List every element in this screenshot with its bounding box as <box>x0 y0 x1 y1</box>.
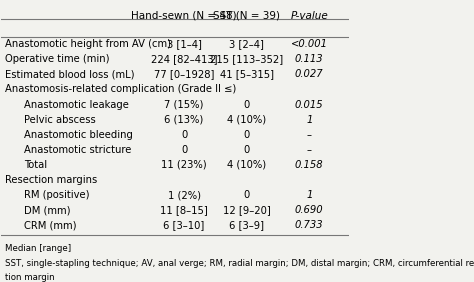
Text: 0.015: 0.015 <box>295 100 324 109</box>
Text: Pelvic abscess: Pelvic abscess <box>24 114 96 125</box>
Text: tion margin: tion margin <box>5 273 55 282</box>
Text: SST (N = 39): SST (N = 39) <box>213 11 280 21</box>
Text: 41 [5–315]: 41 [5–315] <box>219 69 273 79</box>
Text: 0.690: 0.690 <box>295 205 324 215</box>
Text: 1: 1 <box>306 114 312 125</box>
Text: SST, single-stapling technique; AV, anal verge; RM, radial margin; DM, distal ma: SST, single-stapling technique; AV, anal… <box>5 259 474 268</box>
Text: 0: 0 <box>244 130 250 140</box>
Text: –: – <box>307 130 312 140</box>
Text: 11 [8–15]: 11 [8–15] <box>160 205 208 215</box>
Text: RM (positive): RM (positive) <box>24 190 90 200</box>
Text: 0.113: 0.113 <box>295 54 324 64</box>
Text: 12 [9–20]: 12 [9–20] <box>223 205 271 215</box>
Text: Hand-sewn (N = 48): Hand-sewn (N = 48) <box>131 11 237 21</box>
Text: 4 (10%): 4 (10%) <box>227 114 266 125</box>
Text: DM (mm): DM (mm) <box>24 205 71 215</box>
Text: 3 [2–4]: 3 [2–4] <box>229 39 264 49</box>
Text: <0.001: <0.001 <box>291 39 328 49</box>
Text: 0.733: 0.733 <box>295 220 324 230</box>
Text: Resection margins: Resection margins <box>5 175 97 185</box>
Text: 77 [0–1928]: 77 [0–1928] <box>154 69 214 79</box>
Text: 1 (2%): 1 (2%) <box>167 190 201 200</box>
Text: 0: 0 <box>181 145 187 155</box>
Text: 3 [1–4]: 3 [1–4] <box>166 39 201 49</box>
Text: CRM (mm): CRM (mm) <box>24 220 76 230</box>
Text: 0: 0 <box>244 100 250 109</box>
Text: 6 [3–9]: 6 [3–9] <box>229 220 264 230</box>
Text: 1: 1 <box>306 190 312 200</box>
Text: Median [range]: Median [range] <box>5 244 71 253</box>
Text: –: – <box>307 145 312 155</box>
Text: Operative time (min): Operative time (min) <box>5 54 109 64</box>
Text: 0: 0 <box>244 145 250 155</box>
Text: 0.158: 0.158 <box>295 160 324 170</box>
Text: 0: 0 <box>181 130 187 140</box>
Text: 11 (23%): 11 (23%) <box>161 160 207 170</box>
Text: 0: 0 <box>244 190 250 200</box>
Text: 215 [113–352]: 215 [113–352] <box>210 54 283 64</box>
Text: Anastomosis-related complication (Grade II ≤): Anastomosis-related complication (Grade … <box>5 84 236 94</box>
Text: Anastomotic height from AV (cm): Anastomotic height from AV (cm) <box>5 39 171 49</box>
Text: Anastomotic stricture: Anastomotic stricture <box>24 145 131 155</box>
Text: 224 [82–413]: 224 [82–413] <box>151 54 217 64</box>
Text: 6 [3–10]: 6 [3–10] <box>164 220 205 230</box>
Text: Anastomotic leakage: Anastomotic leakage <box>24 100 129 109</box>
Text: 4 (10%): 4 (10%) <box>227 160 266 170</box>
Text: P-value: P-value <box>291 11 328 21</box>
Text: Estimated blood loss (mL): Estimated blood loss (mL) <box>5 69 134 79</box>
Text: Total: Total <box>24 160 47 170</box>
Text: 7 (15%): 7 (15%) <box>164 100 204 109</box>
Text: Anastomotic bleeding: Anastomotic bleeding <box>24 130 133 140</box>
Text: 0.027: 0.027 <box>295 69 324 79</box>
Text: 6 (13%): 6 (13%) <box>164 114 204 125</box>
